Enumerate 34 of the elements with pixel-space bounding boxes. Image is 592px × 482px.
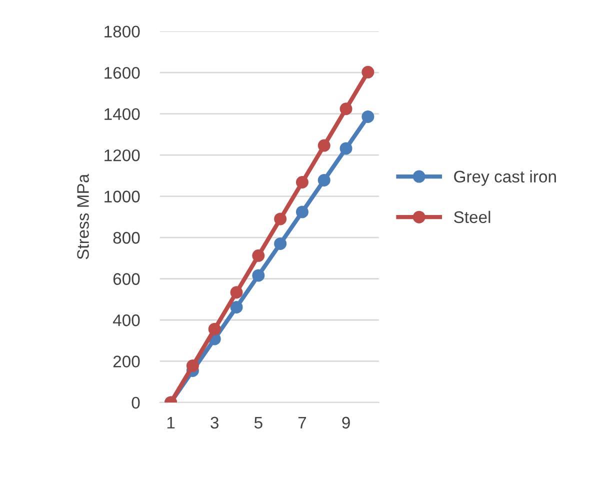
point	[186, 360, 199, 372]
x-tick-label: 3	[210, 416, 218, 429]
y-tick-label: 1600	[104, 66, 140, 79]
point	[252, 269, 265, 282]
x-tick-label: 7	[298, 416, 306, 428]
point	[340, 142, 352, 155]
x-tick-label: 9	[342, 416, 350, 429]
legend-label: Steel	[454, 210, 490, 224]
y-tick-label: 600	[113, 273, 140, 285]
y-tick-label: 800	[113, 232, 140, 244]
y-tick-label: 1200	[104, 149, 140, 162]
y-tick-label: 1800	[104, 26, 140, 38]
y-axis-title: Stress MPa	[77, 174, 89, 260]
point	[230, 300, 243, 314]
point	[252, 249, 265, 262]
x-tick-label: 5	[254, 416, 262, 429]
point	[362, 66, 374, 78]
point	[230, 286, 243, 299]
point	[362, 110, 374, 123]
y-tick-label: 1400	[104, 108, 140, 120]
y-tick-label: 400	[112, 314, 140, 326]
point	[274, 237, 287, 250]
point	[296, 206, 308, 218]
y-tick-label: 0	[132, 396, 140, 409]
legend-label: Grey cast iron	[454, 170, 556, 186]
point	[208, 322, 221, 336]
x-tick-label: 1	[167, 416, 175, 428]
y-tick-label: 200	[113, 356, 140, 368]
point	[318, 139, 330, 152]
point	[274, 212, 287, 226]
point	[340, 102, 352, 116]
point	[318, 174, 330, 186]
point	[296, 176, 308, 189]
y-tick-label: 1000	[104, 190, 140, 202]
